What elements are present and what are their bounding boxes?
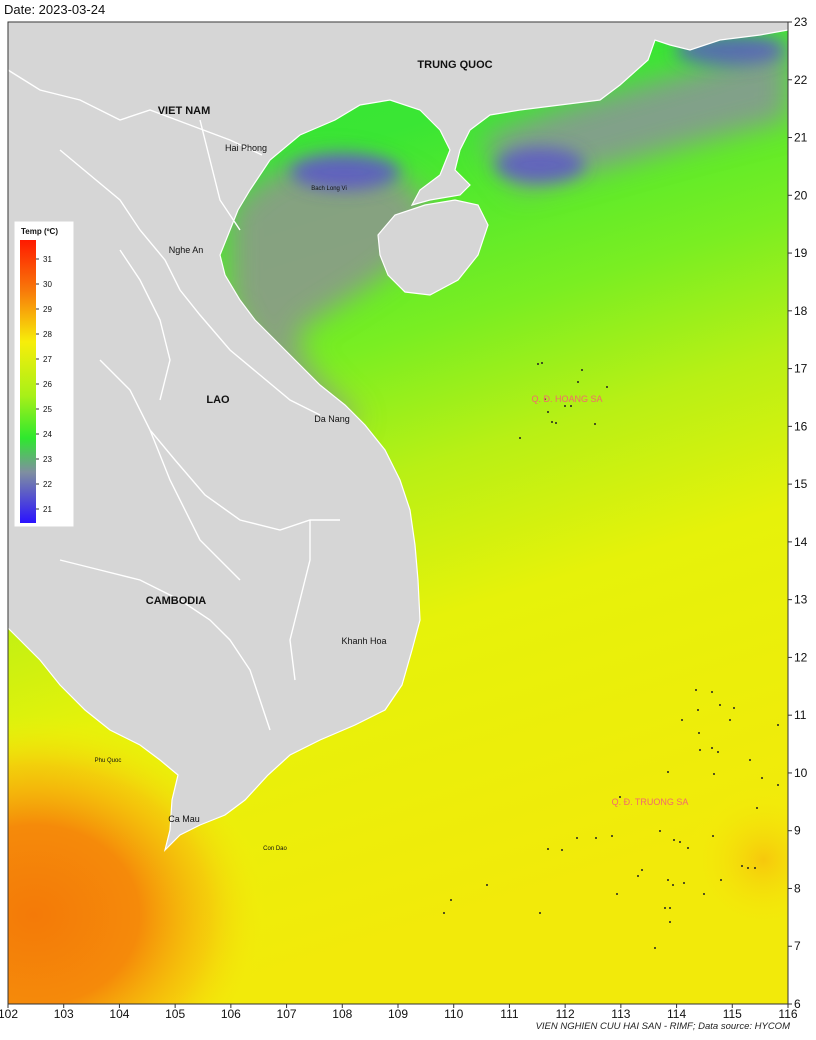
legend-tick-label: 30 <box>43 280 52 289</box>
x-tick-label: 106 <box>221 1007 241 1021</box>
warm-southeast <box>480 620 788 920</box>
x-tick-label: 116 <box>778 1007 797 1021</box>
label-truong-sa: Q. Đ. TRUONG SA <box>612 797 689 807</box>
legend-title: Temp (ºC) <box>21 227 58 236</box>
y-tick-label: 19 <box>794 246 808 260</box>
y-tick-label: 14 <box>794 535 808 549</box>
legend-tick-label: 22 <box>43 480 52 489</box>
x-tick-label: 103 <box>54 1007 74 1021</box>
x-tick-label: 110 <box>444 1007 463 1021</box>
y-tick-label: 23 <box>794 15 808 29</box>
legend-tick-label: 29 <box>43 305 52 314</box>
label-bach-long-vi: Bach Long Vi <box>311 186 347 192</box>
y-tick-label: 16 <box>794 419 808 433</box>
x-tick-label: 114 <box>667 1007 686 1021</box>
label-hai-phong: Hai Phong <box>225 143 267 153</box>
country-borders <box>8 69 340 731</box>
x-axis: 102 103 104 105 106 107 108 109 110 111 112 113 114 1… <box>0 1004 798 1021</box>
y-tick-label: 18 <box>794 304 808 318</box>
y-tick-label: 17 <box>794 362 808 376</box>
x-tick-label: 111 <box>500 1007 519 1021</box>
date-label: Date: 2023-03-24 <box>4 2 106 17</box>
label-con-dao: Con Dao <box>263 846 287 852</box>
y-tick-label: 6 <box>794 997 801 1011</box>
truong-sa-islands <box>443 689 779 949</box>
y-tick-label: 7 <box>794 939 801 953</box>
label-nghe-an: Nghe An <box>169 245 204 255</box>
y-tick-label: 20 <box>794 188 808 202</box>
label-phu-quoc: Phu Quoc <box>95 758 122 764</box>
y-tick-label: 9 <box>794 824 801 838</box>
legend-colorbar <box>20 240 36 523</box>
x-tick-label: 109 <box>388 1007 408 1021</box>
x-tick-label: 108 <box>332 1007 352 1021</box>
label-trung-quoc: TRUNG QUOC <box>417 59 492 71</box>
legend-tick-label: 25 <box>43 405 52 414</box>
label-khanh-hoa: Khanh Hoa <box>341 636 386 646</box>
label-ca-mau: Ca Mau <box>168 814 200 824</box>
mainland <box>8 22 788 852</box>
y-tick-label: 8 <box>794 881 801 895</box>
label-viet-nam: VIET NAM <box>158 105 211 117</box>
x-tick-label: 112 <box>556 1007 575 1021</box>
data-source-credit: VIEN NGHIEN CUU HAI SAN - RIMF; Data sou… <box>535 1021 790 1032</box>
hainan-island <box>377 199 489 296</box>
y-tick-label: 13 <box>794 593 808 607</box>
y-tick-label: 10 <box>794 766 808 780</box>
x-tick-label: 105 <box>165 1007 185 1021</box>
y-axis: 6 7 8 9 10 11 12 13 14 15 16 17 18 19 20 21 22 23 <box>788 15 808 1011</box>
label-hoang-sa: Q. Đ. HOANG SA <box>531 394 602 404</box>
legend-tick-label: 31 <box>43 255 52 264</box>
y-tick-label: 21 <box>794 131 808 145</box>
label-da-nang: Da Nang <box>314 414 350 424</box>
x-tick-label: 113 <box>611 1007 630 1021</box>
legend-tick-label: 28 <box>43 330 52 339</box>
legend-tick-label: 27 <box>43 355 52 364</box>
y-tick-label: 22 <box>794 73 808 87</box>
legend-tick-label: 21 <box>43 505 52 514</box>
label-cambodia: CAMBODIA <box>146 595 207 607</box>
legend-tick-label: 24 <box>43 430 52 439</box>
y-tick-label: 15 <box>794 477 808 491</box>
y-tick-label: 11 <box>794 708 807 722</box>
legend-tick-label: 23 <box>43 455 52 464</box>
temperature-legend: Temp (ºC) 31 30 29 28 27 26 25 24 23 22 21 <box>14 221 74 527</box>
x-tick-label: 104 <box>109 1007 129 1021</box>
label-lao: LAO <box>206 394 230 406</box>
x-tick-label: 107 <box>277 1007 297 1021</box>
legend-tick-label: 26 <box>43 380 52 389</box>
y-tick-label: 12 <box>794 650 808 664</box>
x-tick-label: 115 <box>723 1007 742 1021</box>
x-tick-label: 102 <box>0 1007 18 1021</box>
hoang-sa-islands <box>519 362 608 439</box>
